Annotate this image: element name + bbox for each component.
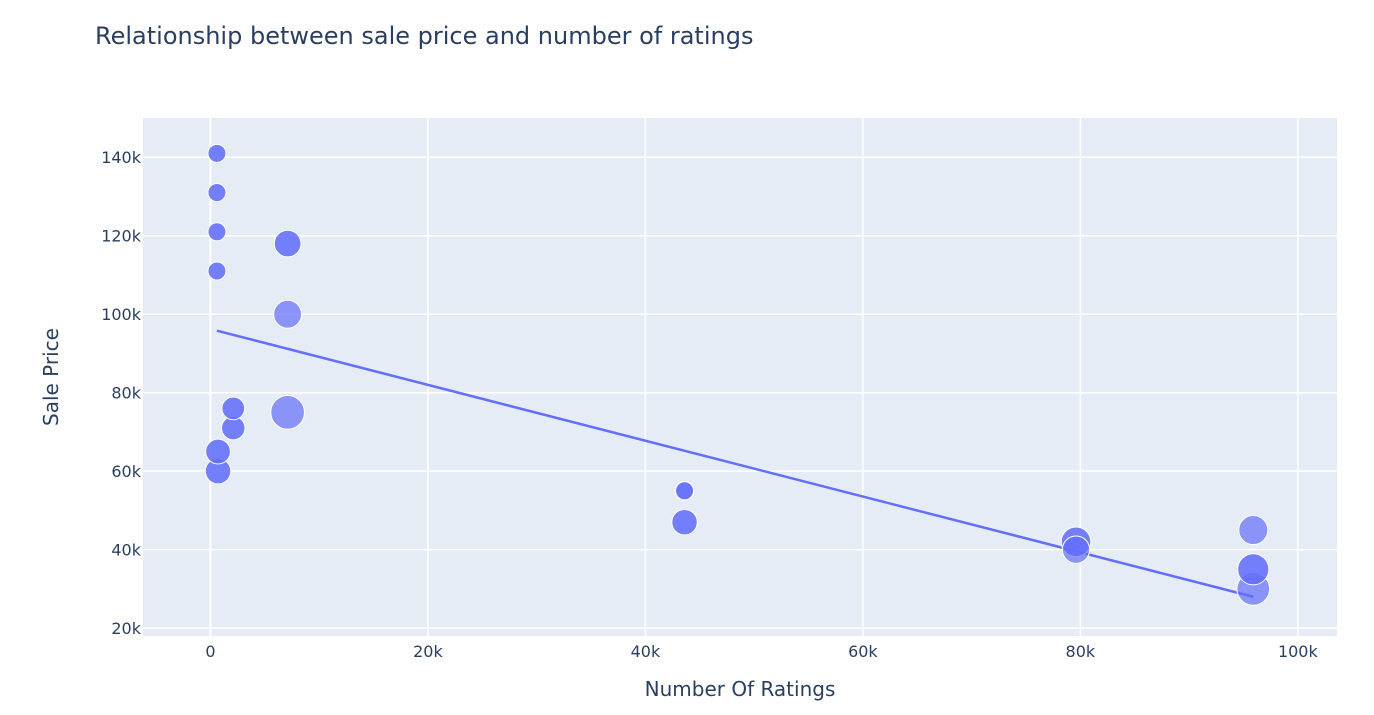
data-points: [204, 143, 1271, 606]
data-point[interactable]: [1061, 535, 1091, 564]
data-point[interactable]: [1237, 553, 1270, 586]
data-point[interactable]: [671, 508, 698, 536]
data-point[interactable]: [207, 261, 227, 281]
x-tick-label: 100k: [1278, 642, 1319, 661]
plot-background: [143, 118, 1337, 636]
data-point[interactable]: [207, 183, 227, 203]
y-tick-label: 60k: [111, 462, 141, 481]
chart-title: Relationship between sale price and numb…: [95, 22, 753, 50]
data-point[interactable]: [207, 143, 227, 163]
data-point[interactable]: [1238, 515, 1269, 546]
data-point[interactable]: [207, 222, 227, 242]
data-point[interactable]: [273, 229, 302, 258]
x-tick-label: 20k: [413, 642, 443, 661]
x-tick-label: 60k: [848, 642, 878, 661]
y-tick-label: 40k: [111, 541, 141, 560]
y-tick-label: 20k: [111, 619, 141, 638]
x-tick-label: 40k: [631, 642, 661, 661]
x-axis-ticks: 0 20k 40k 60k 80k 100k: [205, 642, 1318, 661]
y-axis-ticks: 20k 40k 60k 80k 100k 120k 140k: [101, 148, 142, 638]
y-tick-label: 80k: [111, 384, 141, 403]
data-point[interactable]: [273, 299, 303, 329]
y-axis-title: Sale Price: [39, 328, 63, 426]
data-point[interactable]: [675, 481, 695, 501]
data-point[interactable]: [205, 438, 231, 465]
data-point[interactable]: [221, 396, 246, 421]
x-tick-label: 80k: [1066, 642, 1096, 661]
x-axis-title: Number Of Ratings: [645, 677, 836, 701]
y-tick-label: 100k: [101, 305, 142, 324]
data-point[interactable]: [270, 394, 305, 430]
x-tick-label: 0: [205, 642, 215, 661]
y-tick-label: 120k: [101, 227, 142, 246]
grid-lines: [143, 118, 1337, 636]
y-tick-label: 140k: [101, 148, 142, 167]
